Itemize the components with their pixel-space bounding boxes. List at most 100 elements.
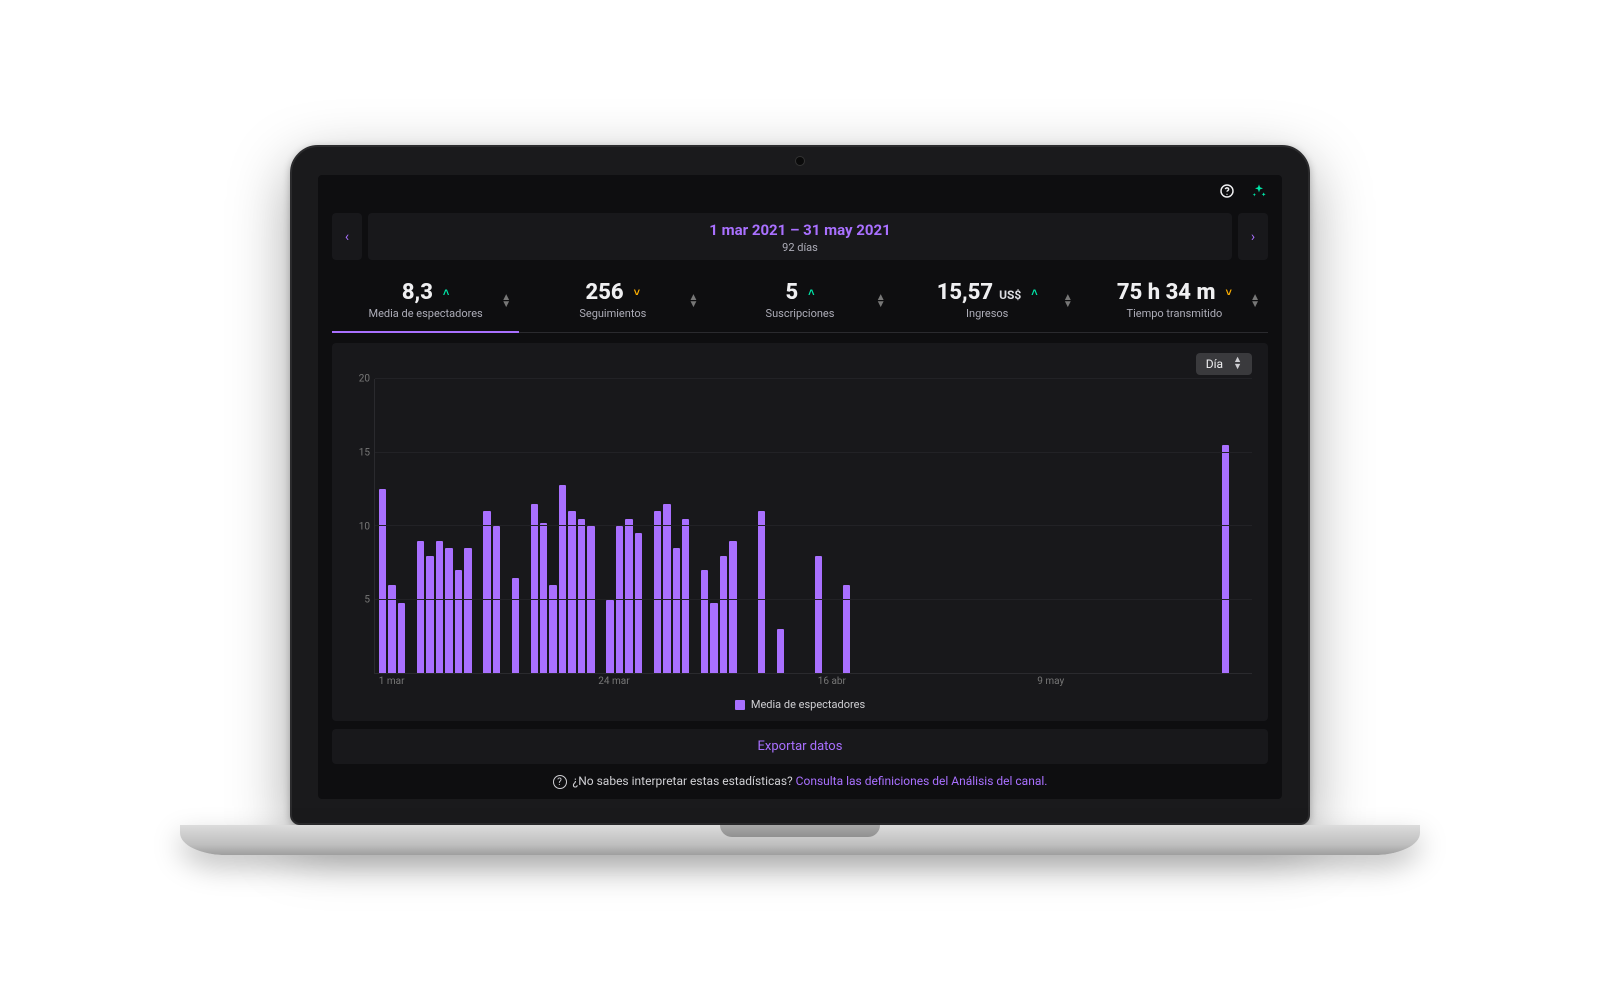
laptop-lid: ‹ 1 mar 2021 – 31 may 2021 92 días › 8,3… [290,145,1310,825]
help-circle-icon[interactable] [1218,182,1236,200]
updown-icon: ▲▼ [1233,357,1242,371]
chart-bar [720,556,727,674]
chart-bar [464,548,471,673]
chart-area: 5101520 [348,379,1252,674]
chart-bar [758,511,765,673]
trend-up-icon: ˄ [443,286,449,299]
metrics-row: 8,3˄Media de espectadores▲▼256˅Seguimien… [332,270,1268,333]
chart-bar [606,600,613,674]
help-footer: ? ¿No sabes interpretar estas estadística… [332,774,1268,789]
granularity-select[interactable]: Día ▲▼ [1196,353,1252,375]
date-next-button[interactable]: › [1238,213,1268,260]
chart-bar [455,570,462,673]
laptop-mockup: ‹ 1 mar 2021 – 31 may 2021 92 días › 8,3… [180,145,1420,855]
help-circle-icon: ? [553,775,567,789]
date-prev-button[interactable]: ‹ [332,213,362,260]
chart-bar [663,504,670,673]
grid-line [375,525,1252,526]
chart-bar [568,511,575,673]
help-link[interactable]: Consulta las definiciones del Análisis d… [796,774,1048,788]
chart-panel: Día ▲▼ 5 10 15 20 1 mar 24 mar 16 abr 9 may Me… [332,343,1268,721]
x-tick: 1 mar [379,676,405,687]
chart-bar [379,489,386,673]
grid-line [375,599,1252,600]
sort-icon: ▲▼ [876,294,886,308]
legend-swatch [735,700,745,710]
date-range-title: 1 mar 2021 – 31 may 2021 [368,221,1232,239]
chart-bar [673,548,680,673]
chart-panel-top: Día ▲▼ [348,353,1252,375]
x-tick: 24 mar [598,676,629,687]
chart-bar [512,578,519,674]
metric-tab-follows[interactable]: 256˅ Seguimientos▲▼ [519,270,706,332]
dashboard-screen: ‹ 1 mar 2021 – 31 may 2021 92 días › 8,3… [318,175,1282,799]
metric-label: Ingresos [900,307,1075,320]
chart-bar [531,504,538,673]
chart-bar [445,548,452,673]
chart-y-axis: 5101520 [348,379,374,674]
chart-plot [374,379,1252,674]
trend-down-icon: ˅ [1225,286,1231,299]
y-tick: 20 [359,374,370,385]
metric-value: 256˅ [586,280,641,305]
chart-bar [417,541,424,673]
sort-icon: ▲▼ [689,294,699,308]
x-tick: 16 abr [818,676,846,687]
sort-icon: ▲▼ [1250,294,1260,308]
metric-value: 75 h 34 m˅ [1117,280,1232,305]
y-tick: 15 [359,447,370,458]
chart-bar [815,556,822,674]
chart-legend: Media de espectadores [348,698,1252,711]
chart-bar [777,629,784,673]
chart-bar [682,519,689,673]
sort-icon: ▲▼ [1063,294,1073,308]
chart-bar [578,519,585,673]
chart-bar [426,556,433,674]
help-prefix: ¿No sabes interpretar estas estadísticas… [573,774,796,788]
date-range-nav: ‹ 1 mar 2021 – 31 may 2021 92 días › [332,213,1268,260]
metric-tab-revenue[interactable]: 15,57US$˄ Ingresos▲▼ [894,270,1081,332]
top-bar [318,175,1282,207]
sparkle-icon[interactable] [1250,182,1268,200]
laptop-notch [720,825,880,837]
metric-label: Seguimientos [525,307,700,320]
trend-up-icon: ˄ [808,286,814,299]
export-data-button[interactable]: Exportar datos [332,729,1268,764]
chart-bar [483,511,490,673]
chart-x-axis: 1 mar 24 mar 16 abr 9 may [374,674,1252,692]
x-tick: 9 may [1037,676,1064,687]
metric-label: Media de espectadores [338,307,513,320]
chart-bar [729,541,736,673]
metric-tab-avg-viewers[interactable]: 8,3˄ Media de espectadores▲▼ [332,270,519,332]
trend-up-icon: ˄ [1031,286,1037,299]
chart-bar [625,519,632,673]
metric-tab-stream-time[interactable]: 75 h 34 m˅ Tiempo transmitido▲▼ [1081,270,1268,332]
laptop-base [180,825,1420,855]
chart-bar [559,485,566,673]
metric-label: Tiempo transmitido [1087,307,1262,320]
chart-bar [710,603,717,674]
trend-down-icon: ˅ [634,286,640,299]
sort-icon: ▲▼ [501,294,511,308]
content-area: ‹ 1 mar 2021 – 31 may 2021 92 días › 8,3… [318,207,1282,799]
metric-value: 15,57US$˄ [937,280,1038,305]
chart-bar [1222,445,1229,673]
granularity-label: Día [1206,357,1223,371]
metric-tab-subs[interactable]: 5˄ Suscripciones▲▼ [706,270,893,332]
laptop-camera [796,157,804,165]
date-range-subtitle: 92 días [368,241,1232,254]
chart-bar [701,570,708,673]
y-tick: 5 [364,595,370,606]
grid-line [375,378,1252,379]
metric-value: 5˄ [785,280,814,305]
legend-label: Media de espectadores [751,698,865,711]
chart-bar [635,533,642,673]
date-range-display[interactable]: 1 mar 2021 – 31 may 2021 92 días [368,213,1232,260]
grid-line [375,452,1252,453]
chart-bar [436,541,443,673]
y-tick: 10 [359,521,370,532]
chart-bar [654,511,661,673]
metric-label: Suscripciones [712,307,887,320]
chart-bar [398,603,405,674]
metric-value: 8,3˄ [402,280,449,305]
